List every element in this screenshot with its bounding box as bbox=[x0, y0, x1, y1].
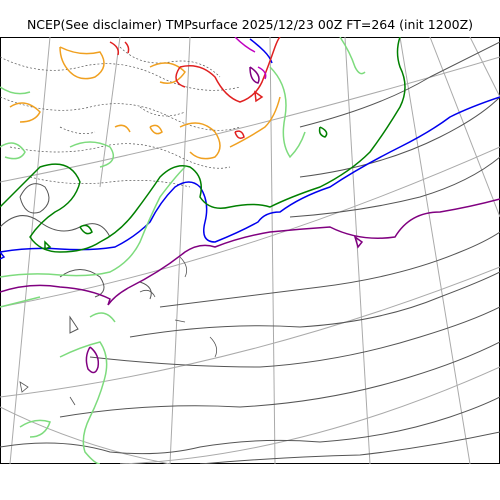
latitude-line bbox=[0, 266, 500, 398]
coastline bbox=[19, 381, 29, 393]
isotherm bbox=[59, 341, 500, 418]
isotherm bbox=[269, 66, 306, 159]
isotherms-magenta bbox=[234, 37, 267, 80]
isotherm bbox=[179, 122, 221, 160]
isotherm bbox=[139, 281, 152, 300]
isotherm bbox=[79, 224, 93, 235]
isotherm bbox=[0, 86, 31, 95]
dashed-contour bbox=[29, 176, 191, 188]
isotherm bbox=[353, 235, 364, 249]
isotherm bbox=[124, 41, 130, 54]
isotherm bbox=[175, 66, 186, 88]
latitude-line bbox=[0, 406, 171, 464]
isotherm bbox=[44, 240, 52, 251]
latitude-line bbox=[119, 366, 500, 464]
isotherm bbox=[299, 41, 500, 128]
isotherm bbox=[9, 102, 41, 123]
longitude-line bbox=[99, 37, 121, 188]
isotherm bbox=[69, 315, 79, 334]
isotherm bbox=[318, 126, 328, 138]
isotherm bbox=[0, 296, 41, 308]
isotherm bbox=[229, 96, 281, 148]
coastlines bbox=[19, 256, 218, 406]
dashed-contour bbox=[59, 126, 96, 134]
isotherm bbox=[19, 183, 50, 214]
isotherm bbox=[0, 215, 111, 238]
longitude-line bbox=[399, 37, 471, 464]
isotherm bbox=[299, 96, 500, 178]
isotherm bbox=[19, 419, 51, 438]
isotherm bbox=[149, 62, 186, 84]
coastline bbox=[139, 289, 156, 298]
isotherm bbox=[59, 46, 105, 80]
isotherms-neutral bbox=[0, 41, 500, 464]
isotherm bbox=[129, 271, 500, 338]
temperature-map bbox=[0, 37, 500, 464]
isotherm bbox=[69, 141, 115, 168]
graticule bbox=[0, 37, 500, 464]
isotherm bbox=[89, 306, 500, 368]
isotherm bbox=[257, 66, 267, 80]
isotherm-purple bbox=[0, 66, 500, 374]
isotherm bbox=[234, 37, 256, 53]
isotherms-light-green bbox=[0, 37, 366, 464]
map-frame bbox=[0, 37, 500, 464]
longitude-line bbox=[429, 37, 500, 218]
isotherm bbox=[179, 37, 281, 103]
isotherms-orange bbox=[9, 46, 281, 160]
longitude-line bbox=[469, 37, 500, 98]
isotherm bbox=[85, 346, 100, 374]
coastline bbox=[179, 256, 188, 278]
coastline bbox=[209, 336, 218, 358]
isotherm bbox=[0, 251, 6, 260]
isotherm bbox=[249, 66, 260, 84]
isotherm bbox=[59, 269, 105, 298]
coastline bbox=[174, 319, 186, 323]
dashed-contour bbox=[0, 96, 241, 131]
isotherm bbox=[289, 156, 500, 218]
chart-title: NCEP(See disclaimer) TMPsurface 2025/12/… bbox=[26, 17, 474, 32]
isotherm bbox=[89, 312, 116, 323]
isotherm bbox=[114, 124, 131, 133]
isotherm bbox=[254, 90, 264, 103]
isotherm bbox=[59, 341, 108, 464]
isotherm bbox=[0, 37, 406, 253]
dashed-contour bbox=[9, 143, 231, 169]
isotherm bbox=[159, 231, 500, 308]
dashed-contours bbox=[0, 46, 241, 188]
isotherm bbox=[0, 142, 26, 160]
dashed-contour bbox=[119, 46, 221, 78]
longitude-line bbox=[344, 37, 371, 464]
isotherm bbox=[339, 37, 366, 75]
isotherm bbox=[0, 396, 500, 455]
isotherms-green bbox=[0, 37, 406, 253]
isotherm bbox=[0, 198, 500, 306]
isotherms-red bbox=[109, 37, 281, 139]
latitude-line bbox=[0, 56, 500, 183]
coastline bbox=[69, 396, 76, 406]
isotherm bbox=[199, 431, 500, 464]
isotherm bbox=[0, 166, 186, 278]
longitude-line bbox=[269, 37, 276, 464]
latitude-line bbox=[0, 146, 500, 308]
isotherm bbox=[109, 41, 120, 56]
longitude-line bbox=[169, 37, 191, 464]
isotherm bbox=[149, 124, 163, 135]
isotherm bbox=[0, 96, 500, 253]
longitude-line bbox=[9, 37, 51, 464]
isotherm bbox=[234, 130, 245, 139]
